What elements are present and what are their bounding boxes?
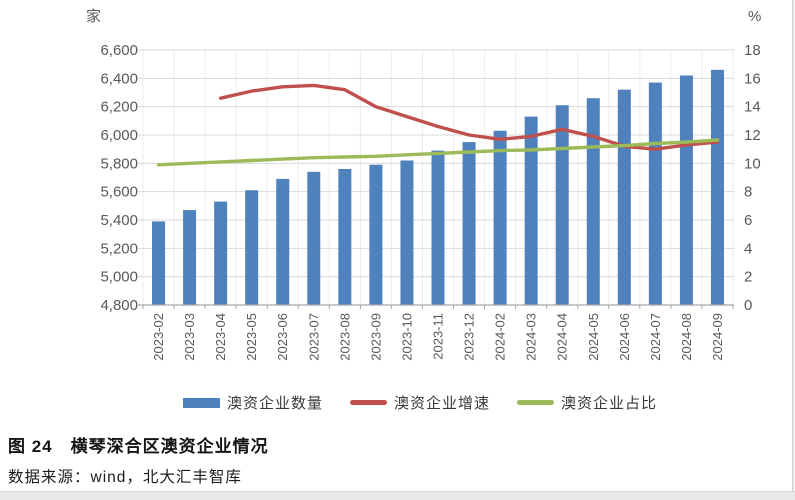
figure-title: 图 24 横琴深合区澳资企业情况 (8, 437, 269, 456)
data-source: 数据来源：wind，北大汇丰智库 (8, 469, 242, 486)
right-axis-tick-label: 4 (744, 240, 752, 257)
bar-2024-05 (586, 98, 600, 306)
x-axis-label-2024-08: 2024-08 (679, 313, 694, 361)
right-axis-tick-label: 2 (744, 269, 752, 286)
left-axis-tick-label: 6,200 (100, 99, 138, 116)
x-axis-label-2024-07: 2024-07 (648, 313, 663, 361)
bar-2023-12 (462, 142, 476, 305)
x-axis-label-2024-09: 2024-09 (710, 313, 725, 361)
x-axis-label-2024-03: 2024-03 (524, 313, 539, 361)
left-axis-tick-label: 5,200 (100, 240, 138, 257)
right-axis-tick-label: 16 (744, 70, 761, 87)
left-axis-tick-label: 5,000 (100, 269, 138, 286)
left-axis-tick-label: 6,600 (100, 42, 138, 59)
bar-series-swatch (182, 397, 220, 408)
bar-2023-03 (183, 210, 197, 305)
x-axis-label-2024-04: 2024-04 (555, 313, 570, 361)
chart-canvas: 4,800 0 5,000 2 5,200 4 5,400 6 5,600 8 5,800 10 6,0… (86, 8, 761, 361)
legend-label-share: 澳资企业占比 (561, 395, 658, 412)
right-axis-tick-label: 18 (744, 42, 761, 59)
figure-caption-block: 图 24 横琴深合区澳资企业情况 数据来源：wind，北大汇丰智库 (8, 432, 269, 487)
x-axis-label-2023-10: 2023-10 (399, 313, 414, 361)
x-axis-label-2023-11: 2023-11 (431, 313, 446, 360)
bar-2023-07 (307, 171, 321, 305)
right-axis-tick-label: 10 (744, 155, 761, 172)
bar-2024-03 (524, 116, 538, 305)
growth-line-swatch (349, 400, 387, 405)
x-axis-label-2023-04: 2023-04 (213, 313, 228, 361)
x-axis-label-2023-06: 2023-06 (275, 313, 290, 361)
bar-2024-08 (679, 75, 693, 305)
page-bottom-strip (0, 491, 795, 500)
bar-2023-10 (400, 160, 414, 305)
left-axis-tick-label: 6,000 (100, 127, 138, 144)
x-axis-label-2023-12: 2023-12 (462, 313, 477, 361)
growth-rate-line (218, 83, 720, 151)
legend-label-enterprise-count: 澳资企业数量 (226, 395, 323, 412)
left-axis-unit-label: 家 (86, 8, 101, 25)
left-axis-tick-label: 5,600 (100, 184, 138, 201)
left-axis-tick-label: 6,400 (100, 70, 138, 87)
bar-2023-05 (245, 190, 259, 305)
bar-2024-09 (710, 69, 724, 305)
bar-2023-06 (276, 178, 290, 305)
chart-legend: 澳资企业数量 澳资企业增速 澳资企业占比 (45, 392, 795, 413)
bar-2024-02 (493, 130, 507, 305)
x-axis-label-2023-03: 2023-03 (182, 313, 197, 361)
legend-item-growth-rate: 澳资企业增速 (349, 392, 490, 413)
right-axis-unit-label: % (748, 8, 761, 25)
bar-2023-11 (431, 150, 445, 305)
left-axis-tick-label: 4,800 (100, 297, 138, 314)
x-axis-label-2023-02: 2023-02 (151, 313, 166, 361)
legend-item-enterprise-count: 澳资企业数量 (182, 392, 323, 413)
x-axis-label-2024-02: 2024-02 (493, 313, 508, 361)
x-axis-label-2023-07: 2023-07 (306, 313, 321, 361)
share-line-swatch (517, 400, 554, 405)
right-axis-tick-label: 12 (744, 127, 761, 144)
x-axis-label-2023-09: 2023-09 (368, 313, 383, 361)
bar-2024-04 (555, 105, 569, 305)
page-right-border (792, 0, 794, 491)
x-axis-label-2023-05: 2023-05 (244, 313, 259, 361)
bar-2023-09 (369, 164, 383, 305)
x-axis-label-2024-05: 2024-05 (586, 313, 601, 361)
bar-2023-04 (214, 201, 228, 305)
right-axis-tick-label: 14 (744, 99, 761, 116)
bar-2023-02 (152, 221, 166, 305)
bar-2024-07 (648, 82, 662, 305)
right-axis-tick-label: 6 (744, 212, 752, 229)
x-axis-label-2024-06: 2024-06 (617, 313, 632, 361)
left-axis-tick-label: 5,800 (100, 155, 138, 172)
right-axis-tick-label: 0 (744, 297, 752, 314)
share-line (156, 138, 720, 167)
legend-label-growth-rate: 澳资企业增速 (393, 395, 490, 412)
left-axis-tick-label: 5,400 (100, 212, 138, 229)
right-axis-tick-label: 8 (744, 184, 752, 201)
bar-2024-06 (617, 89, 631, 306)
legend-item-share: 澳资企业占比 (517, 392, 657, 413)
bar-2023-08 (338, 169, 352, 305)
x-axis-label-2023-08: 2023-08 (337, 313, 352, 361)
